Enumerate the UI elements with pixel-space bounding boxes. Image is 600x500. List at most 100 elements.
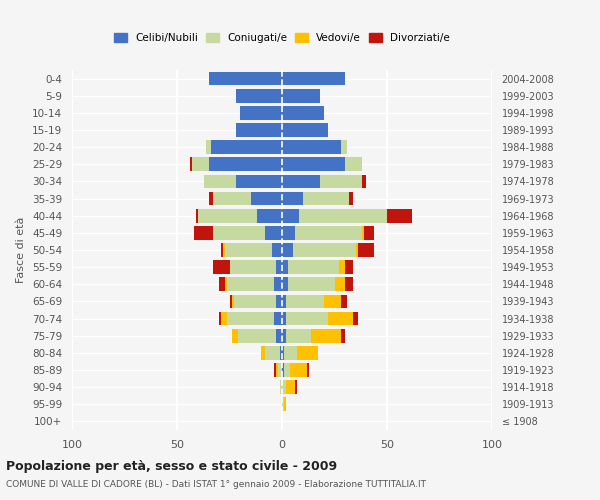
- Bar: [192, 158, 209, 171]
- Bar: [284, 363, 290, 377]
- Bar: [303, 192, 349, 205]
- Bar: [194, 226, 213, 239]
- Bar: [345, 260, 353, 274]
- Bar: [286, 312, 328, 326]
- Bar: [227, 278, 274, 291]
- Bar: [223, 243, 226, 257]
- Bar: [293, 243, 355, 257]
- Bar: [196, 209, 198, 222]
- Bar: [257, 209, 282, 222]
- Bar: [289, 278, 335, 291]
- Bar: [296, 346, 318, 360]
- Bar: [276, 363, 278, 377]
- Bar: [209, 158, 282, 171]
- Bar: [232, 294, 234, 308]
- Bar: [345, 278, 353, 291]
- Bar: [282, 346, 284, 360]
- Bar: [353, 312, 358, 326]
- Bar: [190, 158, 192, 171]
- Bar: [295, 380, 297, 394]
- Bar: [284, 346, 297, 360]
- Bar: [282, 260, 289, 274]
- Bar: [341, 329, 345, 342]
- Bar: [212, 226, 265, 239]
- Bar: [226, 243, 271, 257]
- Bar: [282, 174, 320, 188]
- Bar: [212, 260, 229, 274]
- Bar: [341, 140, 347, 154]
- Bar: [261, 346, 265, 360]
- Bar: [282, 226, 295, 239]
- Bar: [280, 346, 282, 360]
- Bar: [362, 226, 364, 239]
- Bar: [230, 294, 232, 308]
- Legend: Celibi/Nubili, Coniugati/e, Vedovi/e, Divorziati/e: Celibi/Nubili, Coniugati/e, Vedovi/e, Di…: [110, 28, 454, 47]
- Bar: [284, 398, 286, 411]
- Bar: [219, 278, 226, 291]
- Bar: [286, 329, 311, 342]
- Bar: [219, 312, 221, 326]
- Bar: [221, 312, 227, 326]
- Bar: [276, 260, 282, 274]
- Bar: [276, 329, 282, 342]
- Y-axis label: Fasce di età: Fasce di età: [16, 217, 26, 283]
- Bar: [274, 278, 282, 291]
- Bar: [286, 294, 324, 308]
- Bar: [338, 260, 345, 274]
- Bar: [282, 140, 341, 154]
- Bar: [209, 192, 213, 205]
- Bar: [282, 89, 320, 102]
- Bar: [286, 380, 295, 394]
- Bar: [204, 174, 236, 188]
- Bar: [362, 174, 366, 188]
- Bar: [274, 363, 276, 377]
- Bar: [265, 226, 282, 239]
- Bar: [276, 294, 282, 308]
- Bar: [251, 192, 282, 205]
- Bar: [282, 398, 284, 411]
- Bar: [226, 278, 227, 291]
- Bar: [282, 106, 324, 120]
- Bar: [290, 363, 307, 377]
- Bar: [282, 243, 293, 257]
- Bar: [282, 123, 328, 137]
- Bar: [364, 226, 374, 239]
- Bar: [345, 158, 362, 171]
- Text: Popolazione per età, sesso e stato civile - 2009: Popolazione per età, sesso e stato civil…: [6, 460, 337, 473]
- Bar: [328, 312, 353, 326]
- Bar: [280, 380, 282, 394]
- Bar: [212, 192, 251, 205]
- Bar: [320, 174, 362, 188]
- Bar: [282, 72, 345, 86]
- Bar: [227, 312, 274, 326]
- Bar: [221, 243, 223, 257]
- Bar: [341, 294, 347, 308]
- Bar: [198, 209, 257, 222]
- Bar: [311, 329, 341, 342]
- Bar: [282, 209, 299, 222]
- Bar: [271, 243, 282, 257]
- Bar: [209, 72, 282, 86]
- Bar: [299, 209, 387, 222]
- Bar: [278, 363, 282, 377]
- Text: COMUNE DI VALLE DI CADORE (BL) - Dati ISTAT 1° gennaio 2009 - Elaborazione TUTTI: COMUNE DI VALLE DI CADORE (BL) - Dati IS…: [6, 480, 426, 489]
- Bar: [282, 380, 286, 394]
- Bar: [282, 329, 286, 342]
- Bar: [289, 260, 338, 274]
- Bar: [206, 140, 211, 154]
- Bar: [232, 329, 238, 342]
- Bar: [282, 312, 286, 326]
- Bar: [282, 158, 345, 171]
- Bar: [229, 260, 276, 274]
- Bar: [282, 192, 303, 205]
- Bar: [236, 89, 282, 102]
- Bar: [236, 123, 282, 137]
- Bar: [295, 226, 362, 239]
- Bar: [236, 174, 282, 188]
- Bar: [211, 140, 282, 154]
- Bar: [282, 294, 286, 308]
- Bar: [355, 243, 358, 257]
- Bar: [358, 243, 374, 257]
- Bar: [234, 294, 276, 308]
- Bar: [307, 363, 310, 377]
